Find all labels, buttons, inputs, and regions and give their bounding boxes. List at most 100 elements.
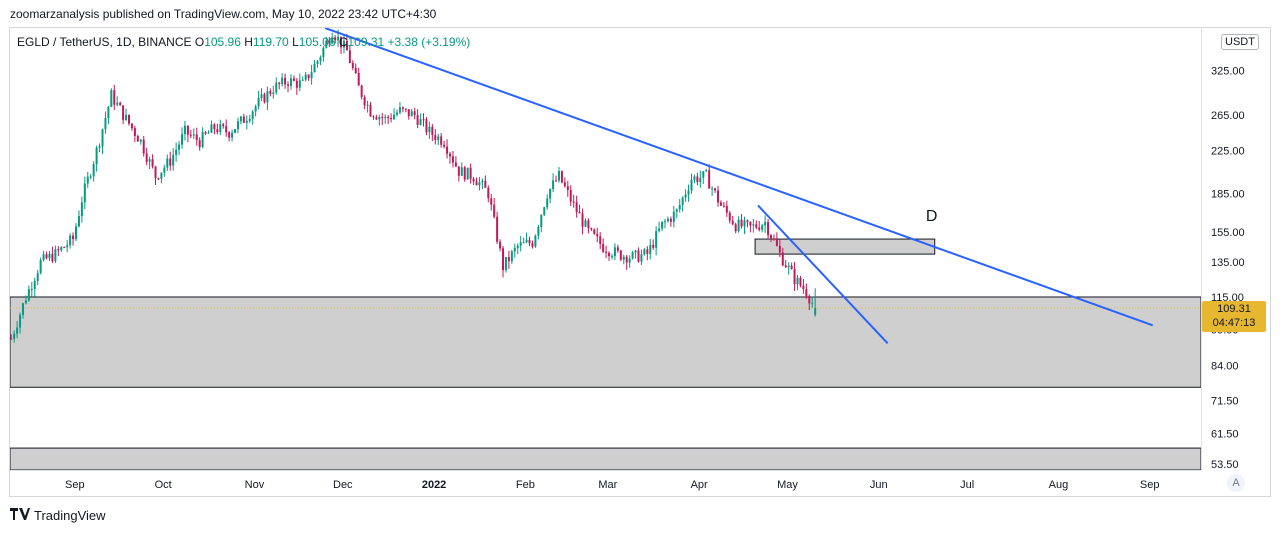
candle-body bbox=[499, 241, 502, 249]
price-axis[interactable]: 53.5061.5071.5084.0099.00115.00135.00155… bbox=[1201, 28, 1271, 470]
candle-body bbox=[125, 114, 128, 120]
candle-body bbox=[369, 104, 372, 117]
price-tick-label: 155.00 bbox=[1211, 227, 1245, 239]
candles bbox=[10, 29, 817, 343]
candle-body bbox=[566, 186, 569, 191]
time-tick-label: Oct bbox=[155, 479, 172, 491]
candle-body bbox=[425, 119, 428, 133]
candle-body bbox=[219, 124, 222, 133]
chart-plot-area[interactable]: D bbox=[10, 28, 1201, 470]
candle-body bbox=[345, 40, 348, 51]
candle-body bbox=[295, 80, 298, 88]
candle-body bbox=[490, 198, 493, 205]
candle-body bbox=[89, 176, 92, 178]
candle-body bbox=[622, 256, 625, 260]
candle-body bbox=[398, 107, 401, 113]
candle-body bbox=[540, 214, 543, 227]
candle-body bbox=[242, 116, 245, 123]
candle-body bbox=[616, 247, 619, 251]
candle-body bbox=[24, 300, 27, 304]
legend-high-value: 119.70 bbox=[252, 35, 289, 49]
candle-body bbox=[625, 256, 628, 263]
chart-frame bbox=[9, 27, 1271, 497]
candle-body bbox=[437, 136, 440, 141]
candle-body bbox=[690, 179, 693, 191]
candle-body bbox=[784, 265, 787, 268]
candle-body bbox=[292, 78, 295, 81]
time-tick-label: Sep bbox=[1140, 479, 1160, 491]
candle-body bbox=[354, 67, 357, 74]
candle-body bbox=[357, 73, 360, 86]
candle-body bbox=[793, 268, 796, 285]
candle-body bbox=[407, 109, 410, 117]
time-tick-label: Nov bbox=[245, 479, 265, 491]
footer: TradingView bbox=[10, 508, 106, 523]
candle-body bbox=[77, 216, 80, 227]
time-tick-label: Jul bbox=[960, 479, 974, 491]
candle-body bbox=[19, 314, 22, 328]
candle-body bbox=[702, 171, 705, 178]
legend-open-value: 105.96 bbox=[204, 35, 241, 49]
candle-body bbox=[440, 136, 443, 145]
price-tick-label: 115.00 bbox=[1211, 292, 1244, 304]
candle-body bbox=[693, 176, 696, 180]
candle-body bbox=[92, 164, 95, 177]
candle-body bbox=[142, 139, 145, 154]
candle-body bbox=[266, 91, 269, 103]
candle-body bbox=[672, 211, 675, 222]
candle-body bbox=[761, 225, 764, 230]
candle-body bbox=[110, 90, 113, 107]
candle-body bbox=[201, 132, 204, 148]
candle-body bbox=[466, 167, 469, 180]
candle-body bbox=[666, 218, 669, 222]
candle-body bbox=[116, 102, 119, 105]
candle-body bbox=[669, 218, 672, 222]
candle-body bbox=[145, 153, 148, 162]
time-tick-label: 2022 bbox=[422, 479, 446, 491]
candle-body bbox=[504, 257, 507, 271]
candle-body bbox=[652, 244, 655, 248]
footer-brand[interactable]: TradingView bbox=[34, 508, 106, 523]
auto-scale-button[interactable]: A bbox=[1227, 474, 1245, 492]
candle-body bbox=[655, 231, 658, 248]
candle-body bbox=[699, 177, 702, 182]
candle-body bbox=[298, 80, 301, 88]
candle-body bbox=[192, 134, 195, 136]
candle-body bbox=[316, 61, 319, 64]
candle-body bbox=[281, 77, 284, 84]
candle-body bbox=[122, 105, 125, 120]
candle-body bbox=[525, 240, 528, 243]
time-axis[interactable]: Sep Oct Nov Dec 2022 Feb Mar Apr May Jun Jul Aug Sep bbox=[10, 470, 1201, 497]
time-tick-label: Dec bbox=[333, 479, 353, 491]
candle-body bbox=[366, 104, 369, 106]
chart-svg: D bbox=[10, 28, 1201, 470]
last-price-tag: 109.31 04:47:13 bbox=[1202, 301, 1266, 332]
candle-body bbox=[210, 124, 213, 133]
candle-body bbox=[328, 40, 331, 44]
candle-body bbox=[183, 125, 186, 135]
support-zone-2 bbox=[754, 238, 936, 255]
candle-body bbox=[384, 116, 387, 119]
candle-body bbox=[66, 245, 69, 248]
candle-body bbox=[372, 116, 375, 118]
price-tick-label: 71.50 bbox=[1211, 396, 1239, 408]
currency-button[interactable]: USDT bbox=[1221, 34, 1259, 50]
candle-body bbox=[236, 121, 239, 130]
candle-body bbox=[643, 249, 646, 255]
price-tick-label: 61.50 bbox=[1211, 428, 1239, 440]
candle-body bbox=[811, 302, 814, 304]
time-tick-label: Apr bbox=[691, 479, 708, 491]
candle-body bbox=[428, 126, 431, 133]
trendline-1 bbox=[757, 204, 889, 344]
candle-body bbox=[516, 245, 519, 248]
candle-body bbox=[796, 277, 799, 285]
candle-body bbox=[431, 126, 434, 136]
candle-body bbox=[778, 245, 781, 253]
candle-body bbox=[631, 252, 634, 259]
candle-body bbox=[708, 170, 711, 189]
candle-body bbox=[39, 259, 42, 274]
candle-body bbox=[493, 204, 496, 217]
price-tick-label: 84.00 bbox=[1211, 360, 1239, 372]
candle-body bbox=[74, 226, 77, 240]
support-zone-1 bbox=[10, 447, 1201, 470]
